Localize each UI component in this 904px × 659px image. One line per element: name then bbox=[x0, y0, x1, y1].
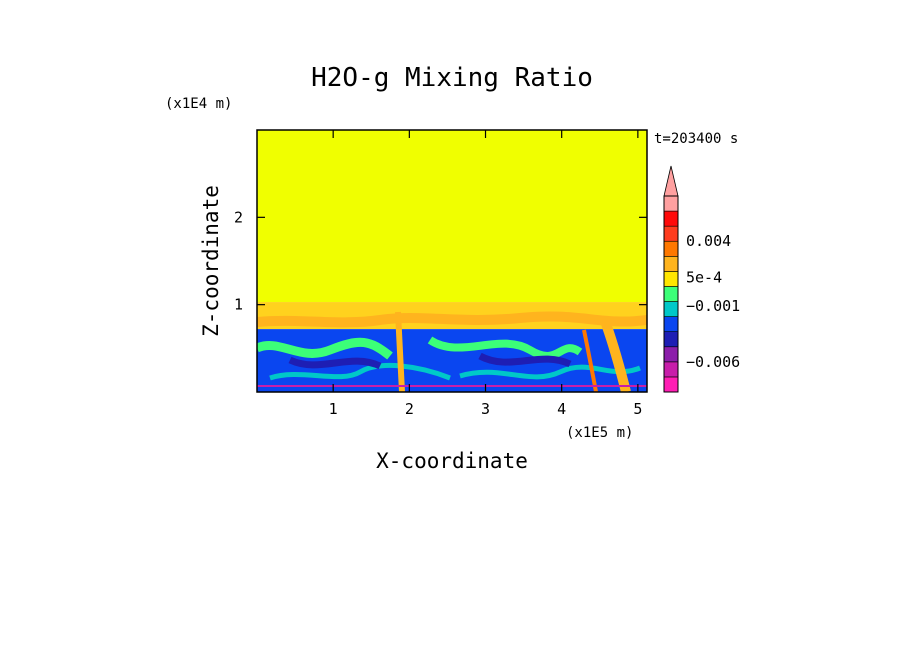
y-tick-label: 1 bbox=[234, 296, 243, 314]
time-label: t=203400 s bbox=[654, 131, 738, 147]
colorbar-band bbox=[663, 210, 679, 227]
x-tick-label: 4 bbox=[557, 400, 566, 418]
x-tick-label: 3 bbox=[481, 400, 490, 418]
colorbar: 0.004 5e-4 −0.001 −0.006 bbox=[663, 165, 740, 393]
colorbar-label: −0.001 bbox=[686, 297, 740, 315]
x-scale-note: (x1E5 m) bbox=[566, 425, 633, 441]
plot-frame bbox=[256, 129, 648, 393]
colorbar-band bbox=[663, 271, 679, 287]
colorbar-band bbox=[663, 240, 679, 257]
texture-swirl bbox=[257, 337, 393, 360]
x-axis-label: X-coordinate bbox=[376, 449, 528, 473]
colorbar-arrow bbox=[663, 165, 679, 197]
colorbar-label: −0.006 bbox=[686, 353, 740, 371]
y-axis: 12 bbox=[234, 208, 647, 314]
turbulent-texture bbox=[257, 311, 647, 392]
colorbar-band bbox=[663, 195, 679, 212]
colorbar-band bbox=[663, 331, 679, 348]
texture-swirl bbox=[478, 352, 572, 368]
layer-upper bbox=[257, 130, 647, 303]
texture-swirl bbox=[288, 356, 382, 370]
x-tick-label: 5 bbox=[633, 400, 642, 418]
colorbar-band bbox=[663, 376, 679, 393]
colorbar-label: 0.004 bbox=[686, 232, 731, 250]
colorbar-label: 5e-4 bbox=[686, 268, 722, 286]
texture-plume bbox=[395, 311, 405, 392]
texture-band bbox=[257, 311, 647, 328]
texture-swirl bbox=[459, 364, 641, 380]
colorbar-band bbox=[663, 286, 679, 302]
colorbar-band bbox=[663, 316, 679, 332]
y-scale-note: (x1E4 m) bbox=[165, 96, 232, 112]
y-tick-label: 2 bbox=[234, 208, 243, 226]
y-axis-label: Z-coordinate bbox=[199, 185, 223, 337]
colorbar-band bbox=[663, 225, 679, 242]
colorbar-band bbox=[663, 256, 679, 272]
layer-lower-mixed bbox=[257, 329, 647, 392]
colorbar-frame bbox=[663, 195, 679, 393]
colorbar-band bbox=[663, 361, 679, 378]
x-tick-label: 2 bbox=[405, 400, 414, 418]
colorbar-band bbox=[663, 346, 679, 363]
chart-title: H2O-g Mixing Ratio bbox=[311, 63, 593, 93]
x-axis: 1 2 3 4 5 bbox=[329, 130, 642, 418]
x-tick-label: 1 bbox=[329, 400, 338, 418]
texture-swirl bbox=[269, 362, 451, 381]
texture-swirl bbox=[427, 336, 583, 360]
colorbar-band bbox=[663, 301, 679, 317]
